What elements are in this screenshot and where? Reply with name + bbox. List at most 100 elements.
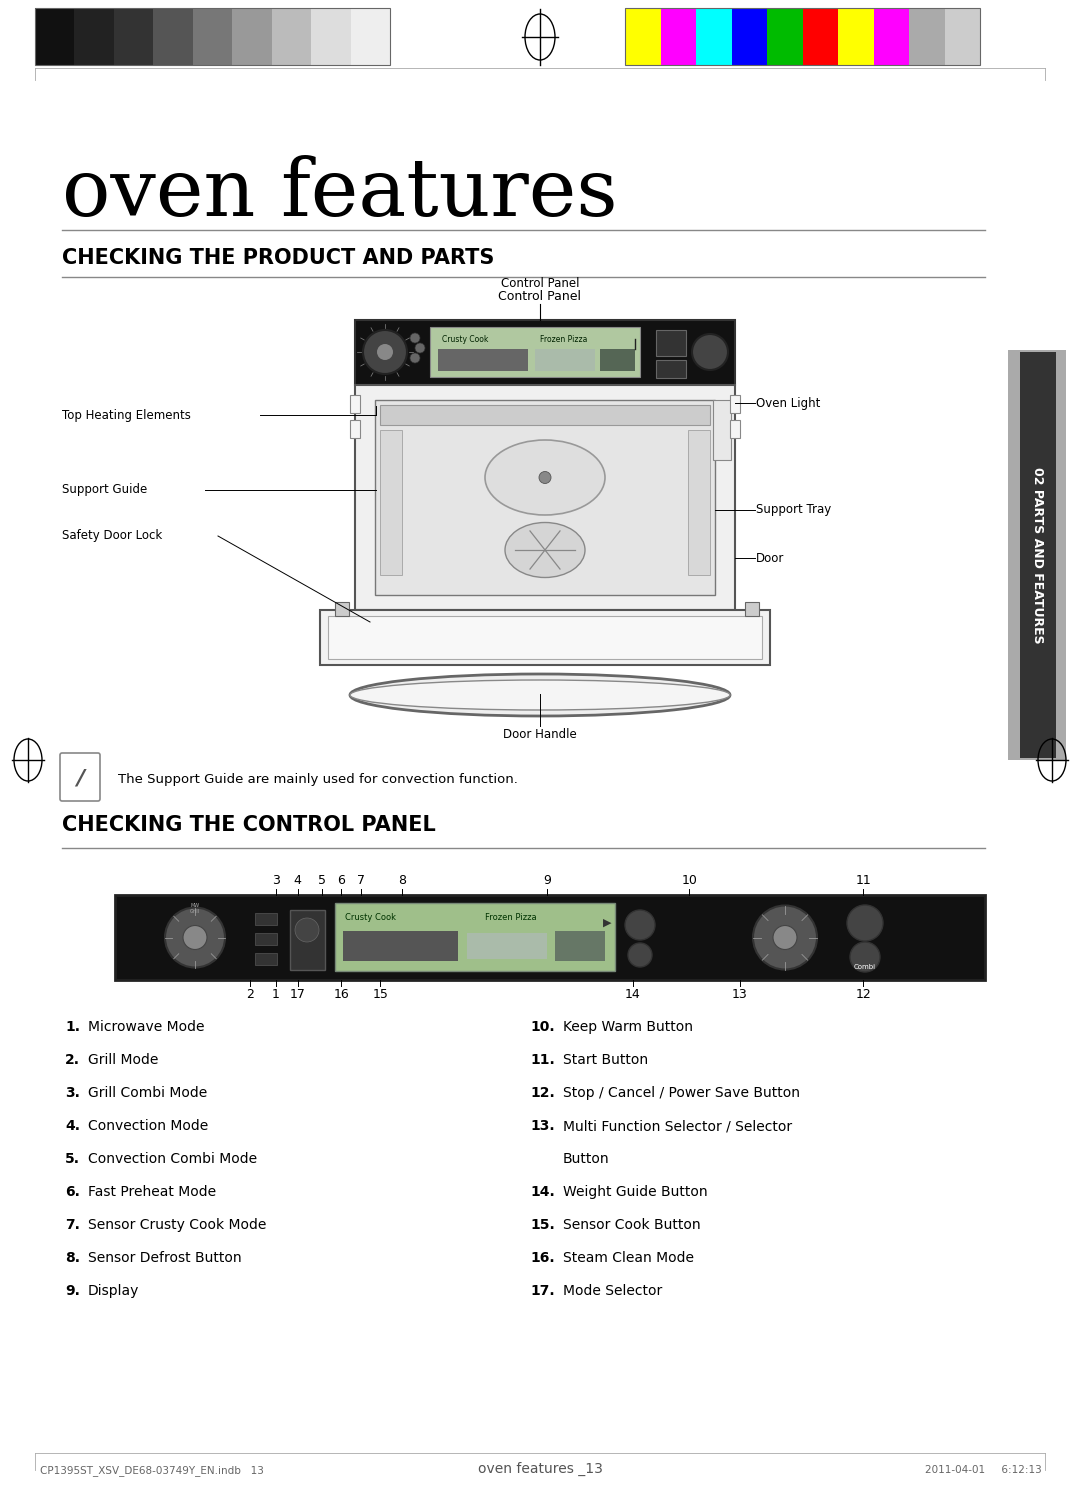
Bar (272, 7, 311, 66)
FancyBboxPatch shape (60, 753, 100, 801)
Bar (625, 7, 661, 66)
Text: Grill Mode: Grill Mode (87, 1053, 159, 1068)
Bar (291, 910, 325, 971)
Circle shape (773, 926, 797, 950)
Text: 5: 5 (319, 874, 326, 887)
Bar (153, 7, 192, 66)
Text: Crusty Cook: Crusty Cook (442, 335, 488, 344)
Circle shape (410, 332, 420, 343)
Bar (232, 7, 272, 66)
Bar (745, 602, 759, 616)
Circle shape (410, 353, 420, 362)
Bar (945, 7, 980, 66)
Text: Convection Mode: Convection Mode (87, 1120, 208, 1133)
Ellipse shape (505, 522, 585, 577)
Ellipse shape (350, 680, 730, 710)
Text: Oven Light: Oven Light (756, 397, 821, 410)
Bar (35, 7, 75, 66)
Bar (730, 420, 740, 438)
Text: 10.: 10. (530, 1020, 555, 1033)
Bar (731, 7, 767, 66)
Circle shape (539, 471, 551, 483)
Bar (328, 616, 762, 659)
Bar (75, 7, 113, 66)
Bar (35, 7, 390, 66)
Text: 2.: 2. (65, 1053, 80, 1068)
Text: 16.: 16. (530, 1251, 555, 1264)
Circle shape (165, 908, 225, 968)
Text: Safety Door Lock: Safety Door Lock (62, 529, 162, 543)
Text: 3.: 3. (65, 1085, 80, 1100)
Text: CP1395ST_XSV_DE68-03749Y_EN.indb   13: CP1395ST_XSV_DE68-03749Y_EN.indb 13 (40, 1466, 264, 1476)
Bar (909, 7, 945, 66)
Bar (320, 610, 770, 665)
Text: 4: 4 (294, 874, 301, 887)
Bar (555, 930, 605, 962)
Bar (874, 7, 909, 66)
Bar (335, 904, 615, 971)
Text: 6: 6 (337, 874, 346, 887)
Circle shape (363, 330, 407, 374)
Bar (535, 349, 595, 371)
Bar (350, 420, 360, 438)
Text: 4.: 4. (65, 1120, 80, 1133)
Text: Multi Function Selector / Selector: Multi Function Selector / Selector (563, 1120, 792, 1133)
Circle shape (415, 343, 426, 353)
Text: 13: 13 (732, 989, 747, 1000)
Text: Weight Guide Button: Weight Guide Button (563, 1185, 707, 1199)
Bar (467, 933, 546, 959)
Text: Fast Preheat Mode: Fast Preheat Mode (87, 1185, 216, 1199)
Text: Start Button: Start Button (563, 1053, 648, 1068)
Text: 14: 14 (624, 989, 640, 1000)
Bar (380, 429, 402, 576)
Text: Sensor Defrost Button: Sensor Defrost Button (87, 1251, 242, 1264)
Text: 8: 8 (399, 874, 406, 887)
Text: Control Panel: Control Panel (499, 291, 581, 303)
Text: Control Panel: Control Panel (501, 277, 579, 291)
Text: Top Heating Elements: Top Heating Elements (62, 409, 191, 422)
Bar (661, 7, 696, 66)
Text: Support Guide: Support Guide (62, 483, 147, 497)
Text: 2: 2 (246, 989, 254, 1000)
Bar (335, 602, 349, 616)
Text: oven features: oven features (62, 155, 618, 233)
Bar (355, 385, 735, 610)
Bar (730, 395, 740, 413)
Text: Convection Combi Mode: Convection Combi Mode (87, 1153, 257, 1166)
Text: 17: 17 (289, 989, 306, 1000)
Text: Door: Door (756, 552, 784, 565)
Bar (351, 7, 390, 66)
Text: Grill Combi Mode: Grill Combi Mode (87, 1085, 207, 1100)
Bar (713, 400, 731, 461)
Bar (343, 930, 458, 962)
Ellipse shape (485, 440, 605, 514)
Bar (802, 7, 838, 66)
Text: 15.: 15. (530, 1218, 555, 1232)
Bar (255, 953, 276, 965)
Text: Keep Warm Button: Keep Warm Button (563, 1020, 693, 1033)
Bar (688, 429, 710, 576)
Text: Display: Display (87, 1284, 139, 1299)
Text: Mode Selector: Mode Selector (563, 1284, 662, 1299)
Text: 16: 16 (334, 989, 349, 1000)
Text: Sensor Cook Button: Sensor Cook Button (563, 1218, 701, 1232)
Text: CHECKING THE CONTROL PANEL: CHECKING THE CONTROL PANEL (62, 816, 435, 835)
Bar (192, 7, 232, 66)
Text: 5.: 5. (65, 1153, 80, 1166)
Text: /: / (76, 769, 84, 789)
Text: Frozen Pizza: Frozen Pizza (540, 335, 588, 344)
Bar (430, 327, 640, 377)
Text: ▶: ▶ (603, 918, 611, 927)
Circle shape (627, 942, 652, 968)
Text: CHECKING THE PRODUCT AND PARTS: CHECKING THE PRODUCT AND PARTS (62, 248, 495, 268)
Circle shape (625, 910, 654, 939)
Circle shape (183, 926, 207, 950)
Circle shape (377, 344, 393, 359)
Bar (255, 933, 276, 945)
Bar (380, 406, 710, 425)
Text: 12.: 12. (530, 1085, 555, 1100)
Bar (350, 395, 360, 413)
Text: 11: 11 (855, 874, 872, 887)
Text: Support Tray: Support Tray (756, 504, 832, 516)
Text: The Support Guide are mainly used for convection function.: The Support Guide are mainly used for co… (118, 772, 518, 786)
